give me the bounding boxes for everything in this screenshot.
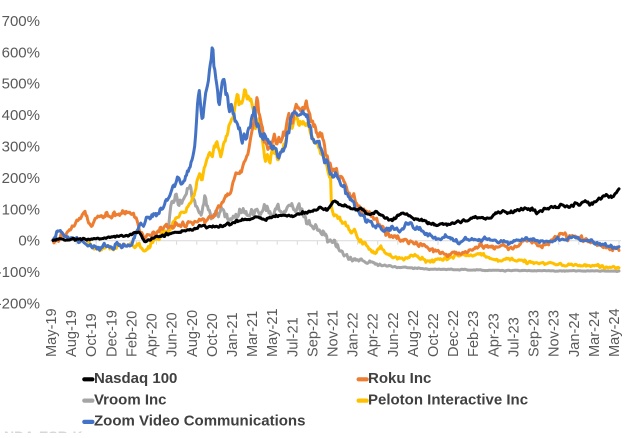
- svg-text:Feb-20: Feb-20: [124, 311, 140, 357]
- svg-text:Dec-22: Dec-22: [446, 310, 462, 357]
- svg-text:Oct-19: Oct-19: [84, 313, 100, 357]
- svg-text:Dec-19: Dec-19: [104, 310, 120, 357]
- svg-text:May-21: May-21: [265, 308, 281, 357]
- svg-text:Oct-22: Oct-22: [426, 313, 442, 357]
- svg-text:Oct-20: Oct-20: [205, 313, 221, 357]
- svg-text:200%: 200%: [2, 170, 40, 187]
- svg-text:600%: 600%: [2, 44, 40, 61]
- svg-text:May-24: May-24: [607, 308, 623, 357]
- svg-text:Feb-23: Feb-23: [466, 311, 482, 357]
- svg-text:Roku Inc: Roku Inc: [368, 370, 431, 387]
- svg-text:Vroom Inc: Vroom Inc: [94, 391, 167, 408]
- svg-text:Jul-21: Jul-21: [285, 317, 301, 357]
- svg-text:500%: 500%: [2, 76, 40, 93]
- svg-text:Aug-22: Aug-22: [406, 310, 422, 357]
- svg-text:100%: 100%: [2, 201, 40, 218]
- svg-text:Mar-24: Mar-24: [587, 311, 603, 357]
- svg-text:Aug-19: Aug-19: [64, 310, 80, 357]
- svg-text:700%: 700%: [2, 13, 40, 30]
- svg-text:Zoom Video Communications: Zoom Video Communications: [94, 413, 305, 430]
- svg-text:Jun-22: Jun-22: [386, 312, 402, 357]
- svg-text:Jan-21: Jan-21: [225, 312, 241, 357]
- svg-text:Mar-21: Mar-21: [245, 311, 261, 357]
- svg-text:May-19: May-19: [44, 308, 60, 357]
- svg-text:Jun-20: Jun-20: [165, 312, 181, 357]
- svg-text:Nov-21: Nov-21: [326, 310, 342, 357]
- svg-text:400%: 400%: [2, 107, 40, 124]
- svg-text:Aug-20: Aug-20: [185, 310, 201, 357]
- svg-text:Jul-23: Jul-23: [507, 317, 523, 357]
- svg-text:Apr-20: Apr-20: [145, 313, 161, 357]
- svg-text:NDA-ESR-K: NDA-ESR-K: [4, 428, 83, 433]
- svg-text:Nov-23: Nov-23: [547, 310, 563, 357]
- svg-text:-200%: -200%: [0, 296, 40, 313]
- svg-text:0%: 0%: [18, 233, 40, 250]
- svg-text:300%: 300%: [2, 139, 40, 156]
- svg-text:Jan-24: Jan-24: [567, 312, 583, 357]
- svg-text:Nasdaq 100: Nasdaq 100: [94, 370, 177, 387]
- svg-text:-100%: -100%: [0, 264, 40, 281]
- svg-text:Sep-23: Sep-23: [527, 310, 543, 357]
- svg-text:Peloton Interactive Inc: Peloton Interactive Inc: [368, 391, 528, 408]
- svg-text:Sep-21: Sep-21: [305, 310, 321, 357]
- svg-text:Jan-22: Jan-22: [346, 312, 362, 357]
- svg-text:Apr-22: Apr-22: [366, 313, 382, 357]
- svg-text:Apr-23: Apr-23: [486, 313, 502, 357]
